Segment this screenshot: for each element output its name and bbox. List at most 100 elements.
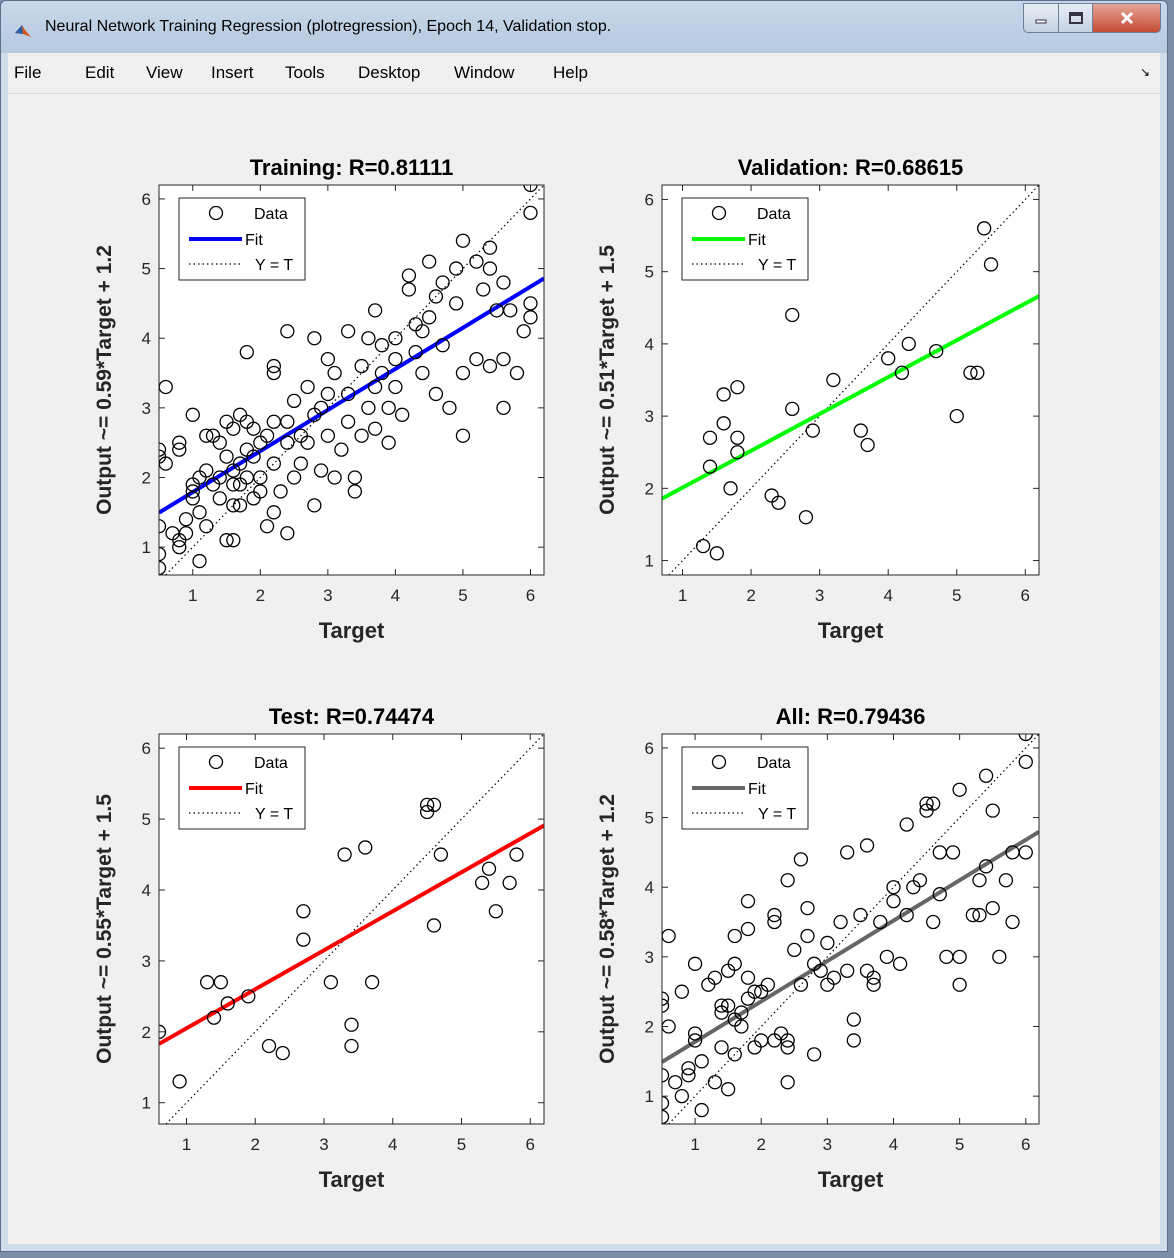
- data-point: [323, 975, 339, 990]
- data-point: [840, 963, 855, 978]
- data-point: [965, 907, 981, 923]
- menu-insert[interactable]: Insert: [211, 63, 254, 82]
- data-point: [662, 998, 670, 1013]
- axes-frame: [158, 184, 545, 576]
- data-point: [687, 956, 703, 971]
- data-point: [972, 907, 987, 923]
- data-point: [334, 442, 349, 457]
- legend-data-marker: [208, 754, 224, 770]
- data-point: [280, 526, 295, 541]
- data-point: [714, 1040, 729, 1055]
- data-point: [687, 1026, 703, 1041]
- data-point: [361, 331, 376, 346]
- dock-arrow-icon[interactable]: ↘: [1139, 65, 1150, 79]
- data-point: [286, 393, 302, 409]
- legend-identity-label: Y = T: [758, 806, 796, 823]
- data-point: [327, 470, 342, 485]
- x-tick-label: 3: [823, 1135, 832, 1154]
- data-point: [280, 414, 295, 429]
- data-point: [220, 996, 235, 1011]
- data-point: [455, 428, 471, 443]
- menu-edit[interactable]: Edit: [85, 63, 115, 82]
- y-tick-label: 4: [645, 335, 654, 354]
- data-point: [798, 510, 814, 525]
- data-layer: [159, 734, 544, 1124]
- data-layer: [662, 734, 1039, 1124]
- fit-line: [159, 276, 544, 515]
- data-point: [702, 430, 718, 445]
- data-point: [435, 338, 450, 353]
- menu-view[interactable]: View: [146, 63, 183, 82]
- data-point: [662, 1109, 670, 1124]
- data-point: [901, 336, 916, 352]
- menu-window[interactable]: Window: [454, 63, 515, 82]
- data-point: [813, 963, 828, 978]
- plot-title: Validation: R=0.68615: [738, 155, 964, 180]
- y-tick-label: 3: [645, 948, 654, 967]
- y-tick-label: 6: [142, 190, 151, 209]
- menu-file[interactable]: File: [14, 63, 42, 82]
- data-point: [253, 484, 268, 499]
- minimize-button[interactable]: [1023, 3, 1059, 33]
- data-point: [681, 1061, 696, 1076]
- data-point: [449, 261, 464, 276]
- y-tick-label: 2: [142, 469, 151, 488]
- data-point: [496, 351, 511, 367]
- data-point: [275, 1045, 290, 1061]
- data-point: [496, 400, 511, 416]
- x-tick-label: 6: [526, 1135, 535, 1154]
- close-button[interactable]: [1093, 3, 1161, 33]
- data-point: [785, 307, 800, 323]
- data-point: [985, 803, 1000, 818]
- data-point: [449, 296, 464, 311]
- data-point: [358, 840, 373, 855]
- x-tick-label: 1: [690, 1135, 699, 1154]
- legend-identity-label: Y = T: [255, 257, 293, 274]
- data-point: [261, 1038, 277, 1054]
- data-point: [926, 796, 941, 811]
- data-point: [241, 989, 256, 1004]
- data-point: [344, 1017, 359, 1032]
- data-point: [945, 845, 961, 860]
- legend-data-marker: [711, 205, 727, 221]
- data-point: [280, 324, 295, 339]
- legend-data-label: Data: [254, 755, 288, 772]
- data-point: [716, 416, 731, 431]
- x-tick-label: 3: [323, 586, 332, 605]
- data-point: [296, 932, 311, 947]
- data-point: [232, 456, 248, 471]
- x-tick-label: 5: [458, 586, 467, 605]
- data-point: [734, 1005, 749, 1020]
- y-axis-label: Output ~= 0.55*Target + 1.5: [93, 794, 116, 1064]
- data-point: [172, 435, 187, 450]
- axes-frame: [158, 733, 545, 1125]
- data-point: [674, 984, 689, 999]
- plot-title: Training: R=0.81111: [250, 155, 454, 180]
- data-point: [740, 893, 756, 909]
- maximize-button[interactable]: [1059, 3, 1093, 33]
- data-point: [952, 977, 967, 992]
- data-point: [426, 918, 442, 933]
- data-point: [415, 324, 430, 339]
- menu-tools[interactable]: Tools: [285, 63, 325, 82]
- data-point: [662, 1095, 670, 1111]
- data-point: [199, 463, 214, 478]
- data-point: [720, 1082, 736, 1097]
- data-point: [469, 254, 484, 269]
- legend-fit-label: Fit: [245, 781, 263, 798]
- data-point: [800, 900, 815, 916]
- menu-help[interactable]: Help: [553, 63, 588, 82]
- plot-title: All: R=0.79436: [776, 704, 926, 729]
- data-point: [523, 205, 538, 221]
- menu-desktop[interactable]: Desktop: [358, 63, 421, 82]
- data-point: [239, 344, 254, 360]
- legend-data-marker: [711, 754, 727, 770]
- data-point: [1018, 734, 1033, 742]
- data-point: [246, 449, 261, 464]
- title-bar[interactable]: Neural Network Training Regression (plot…: [1, 1, 1167, 53]
- data-point: [367, 303, 383, 318]
- data-point: [185, 491, 200, 506]
- axes-frame: [661, 733, 1040, 1125]
- plot-training: 1 2 3 4 5 6 1 2 3 4 5 6 Training: R=0.81111 Target Out…: [93, 155, 545, 643]
- data-point: [327, 365, 342, 381]
